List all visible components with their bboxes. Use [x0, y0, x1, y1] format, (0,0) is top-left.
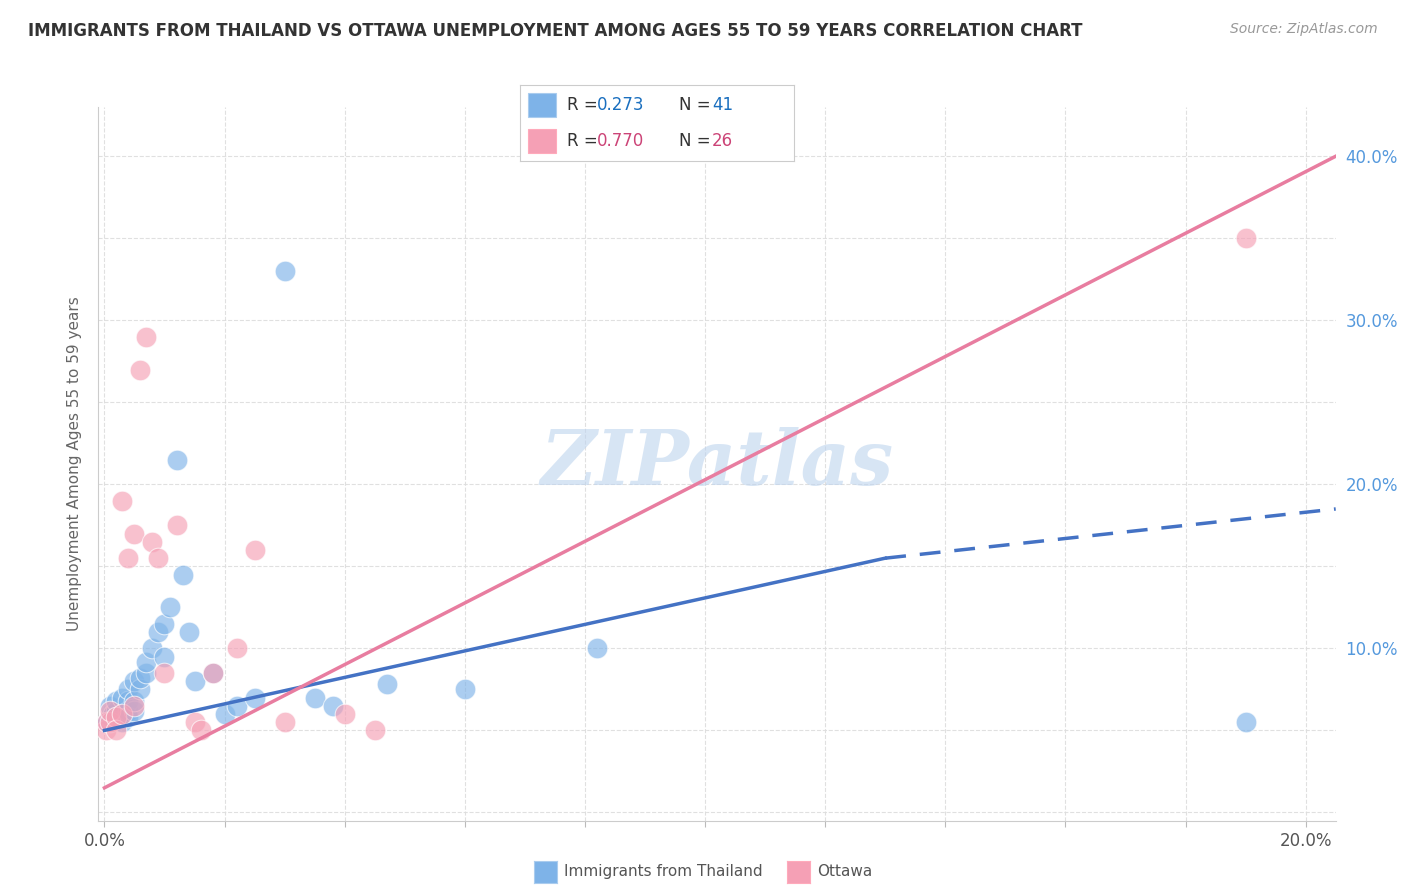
Point — [117, 710, 139, 724]
Point — [201, 665, 224, 680]
Point — [135, 655, 157, 669]
Point — [105, 710, 128, 724]
Point — [117, 694, 139, 708]
Text: R =: R = — [567, 132, 603, 150]
Text: Immigrants from Thailand: Immigrants from Thailand — [564, 864, 762, 880]
Point — [135, 329, 157, 343]
Point — [117, 704, 139, 718]
Text: IMMIGRANTS FROM THAILAND VS OTTAWA UNEMPLOYMENT AMONG AGES 55 TO 59 YEARS CORREL: IMMIGRANTS FROM THAILAND VS OTTAWA UNEMP… — [28, 22, 1083, 40]
Point — [124, 698, 146, 713]
Point — [364, 723, 387, 738]
Point — [375, 677, 398, 691]
Point — [159, 600, 181, 615]
Point — [96, 723, 118, 738]
Point — [111, 706, 134, 721]
Point — [96, 715, 118, 730]
Point — [304, 690, 326, 705]
Point — [105, 710, 128, 724]
Point — [214, 706, 236, 721]
Point — [243, 543, 266, 558]
Point — [124, 526, 146, 541]
Text: Ottawa: Ottawa — [817, 864, 872, 880]
Text: 41: 41 — [711, 96, 734, 114]
Point — [333, 706, 356, 721]
Point — [100, 710, 122, 724]
FancyBboxPatch shape — [529, 128, 555, 153]
Point — [100, 698, 122, 713]
Point — [124, 694, 146, 708]
Text: 0.273: 0.273 — [598, 96, 644, 114]
Point — [117, 682, 139, 697]
Point — [111, 493, 134, 508]
Point — [153, 649, 176, 664]
Point — [129, 682, 152, 697]
Point — [96, 715, 118, 730]
Point — [129, 671, 152, 685]
Point — [148, 625, 170, 640]
Point — [172, 567, 194, 582]
Point — [105, 723, 128, 738]
Text: Source: ZipAtlas.com: Source: ZipAtlas.com — [1230, 22, 1378, 37]
Point — [141, 534, 163, 549]
Point — [183, 715, 205, 730]
Point — [124, 704, 146, 718]
Text: N =: N = — [679, 132, 716, 150]
Point — [1234, 231, 1257, 245]
FancyBboxPatch shape — [529, 93, 555, 118]
Point — [153, 616, 176, 631]
Point — [111, 690, 134, 705]
Point — [129, 362, 152, 376]
Point — [100, 704, 122, 718]
Point — [273, 715, 295, 730]
Point — [243, 690, 266, 705]
Point — [1234, 715, 1257, 730]
Point — [166, 452, 188, 467]
Point — [105, 694, 128, 708]
Point — [141, 641, 163, 656]
Point — [586, 641, 609, 656]
Point — [148, 551, 170, 566]
Point — [105, 704, 128, 718]
Text: N =: N = — [679, 96, 716, 114]
Point — [322, 698, 344, 713]
Text: ZIPatlas: ZIPatlas — [540, 427, 894, 500]
Point — [190, 723, 212, 738]
Point — [117, 551, 139, 566]
Y-axis label: Unemployment Among Ages 55 to 59 years: Unemployment Among Ages 55 to 59 years — [67, 296, 83, 632]
Point — [103, 706, 125, 721]
Point — [100, 715, 122, 730]
Point — [135, 665, 157, 680]
Point — [225, 641, 247, 656]
Point — [153, 665, 176, 680]
Text: 26: 26 — [711, 132, 734, 150]
Text: 0.770: 0.770 — [598, 132, 644, 150]
Point — [273, 264, 295, 278]
Point — [111, 715, 134, 730]
Point — [201, 665, 224, 680]
Point — [225, 698, 247, 713]
Point — [177, 625, 200, 640]
Point — [111, 706, 134, 721]
Point — [183, 674, 205, 689]
Point — [454, 682, 477, 697]
Text: R =: R = — [567, 96, 603, 114]
Point — [166, 518, 188, 533]
Point — [124, 674, 146, 689]
